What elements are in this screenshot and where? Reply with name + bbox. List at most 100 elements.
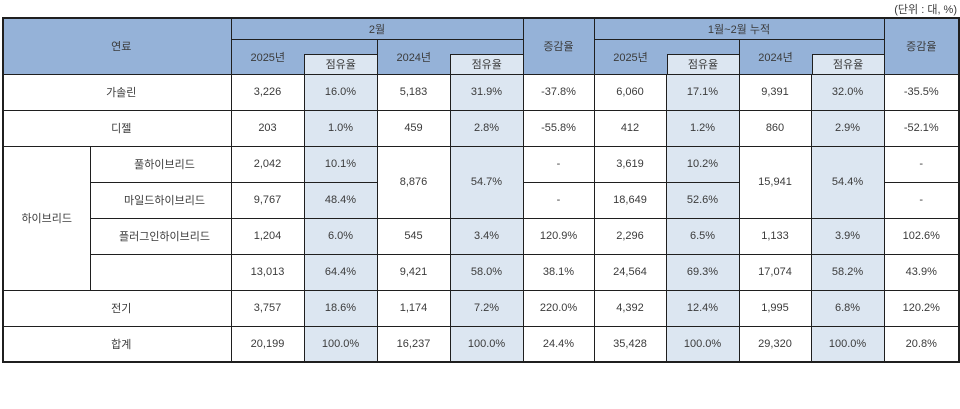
header-feb-2024: 2024년 점유율 <box>376 38 524 75</box>
cell-cum-2024-value: 1,995 <box>738 289 812 327</box>
header-group-cumulative: 1월~2월 누적 <box>593 17 885 40</box>
cell-cum-2024-share: 3.9% <box>810 217 885 255</box>
header-change-feb: 증감율 <box>522 17 595 75</box>
cell-cum-2025-share: 100.0% <box>665 325 740 363</box>
cell-cum-change: 102.6% <box>883 217 960 255</box>
cell-cum-2024-value: 1,133 <box>738 217 812 255</box>
year-2025-label: 2025년 <box>250 51 286 64</box>
cell-feb-2025-share: 64.4% <box>303 253 378 291</box>
year-2025-label: 2025년 <box>613 51 648 64</box>
cell-cum-2025-value: 18,649 <box>593 181 667 219</box>
share-header: 점유율 <box>450 53 522 73</box>
row-sublabel: 풀하이브리드 <box>89 145 232 183</box>
cell-feb-2024-share: 7.2% <box>449 289 524 327</box>
table-row-electric: 전기 3,757 18.6% 1,174 7.2% 220.0% 4,392 1… <box>2 289 960 327</box>
cell-feb-2024-share: 2.8% <box>449 109 524 147</box>
cell-cum-change: -52.1% <box>883 109 960 147</box>
cell-cum-2024-value-merged: 15,941 <box>738 145 812 219</box>
cell-feb-2024-value: 16,237 <box>376 325 451 363</box>
cell-feb-2025-share: 18.6% <box>303 289 378 327</box>
header-row-groups: 연료 2월 증감율 1월~2월 누적 증감율 <box>2 17 960 75</box>
cell-feb-2025-share: 16.0% <box>303 73 378 111</box>
cell-feb-2025-share: 48.4% <box>303 181 378 219</box>
cell-feb-2024-value: 1,174 <box>376 289 451 327</box>
fuel-sales-table: 연료 2월 증감율 1월~2월 누적 증감율 2025년 점유율 2024년 점… <box>2 17 960 363</box>
cell-cum-2024-share: 100.0% <box>810 325 885 363</box>
row-label: 합계 <box>2 325 232 363</box>
cell-feb-2024-value: 9,421 <box>376 253 451 291</box>
cell-cum-change: 43.9% <box>883 253 960 291</box>
cell-cum-2025-value: 35,428 <box>593 325 667 363</box>
cell-feb-2025-share: 100.0% <box>303 325 378 363</box>
cell-feb-2024-share: 58.0% <box>449 253 524 291</box>
cell-cum-2025-share: 10.2% <box>665 145 740 183</box>
cell-feb-2025-share: 10.1% <box>303 145 378 183</box>
cell-cum-2025-value: 3,619 <box>593 145 667 183</box>
header-group-february: 2월 <box>230 17 524 40</box>
year-2024-label: 2024년 <box>396 51 432 64</box>
cell-feb-2024-share: 31.9% <box>449 73 524 111</box>
cell-cum-2024-value: 9,391 <box>738 73 812 111</box>
cell-cum-change: -35.5% <box>883 73 960 111</box>
cell-feb-2025-value: 3,226 <box>230 73 305 111</box>
cell-cum-change: 20.8% <box>883 325 960 363</box>
cell-cum-2025-value: 24,564 <box>593 253 667 291</box>
row-label: 가솔린 <box>2 73 232 111</box>
cell-feb-change: 120.9% <box>522 217 595 255</box>
cell-feb-2025-value: 9,767 <box>230 181 305 219</box>
row-sublabel: 플러그인하이브리드 <box>89 217 232 255</box>
cell-cum-2024-share: 6.8% <box>810 289 885 327</box>
cell-feb-change: -55.8% <box>522 109 595 147</box>
cell-cum-change: - <box>883 145 960 183</box>
cell-cum-change: 120.2% <box>883 289 960 327</box>
header-row-years: 2025년 점유율 2024년 점유율 2025년 점유율 2024년 점유율 <box>3 38 959 75</box>
cell-feb-2025-value: 1,204 <box>230 217 305 255</box>
cell-feb-2024-value: 545 <box>376 217 451 255</box>
cell-feb-2024-value-merged: 8,876 <box>376 145 451 219</box>
cell-cum-2024-share-merged: 54.4% <box>810 145 885 219</box>
table-row-diesel: 디젤 203 1.0% 459 2.8% -55.8% 412 1.2% 860… <box>2 109 960 147</box>
cell-cum-2024-share: 58.2% <box>810 253 885 291</box>
table-row-gasoline: 가솔린 3,226 16.0% 5,183 31.9% -37.8% 6,060… <box>2 73 960 111</box>
cell-feb-2024-value: 459 <box>376 109 451 147</box>
cell-feb-change: 24.4% <box>522 325 595 363</box>
cell-cum-2024-value: 860 <box>738 109 812 147</box>
header-cum-2024: 2024년 점유율 <box>738 38 885 75</box>
unit-note: (단위 : 대, %) <box>894 4 957 16</box>
header-cum-2025: 2025년 점유율 <box>593 38 740 75</box>
cell-feb-2024-value: 5,183 <box>376 73 451 111</box>
row-label: 디젤 <box>2 109 232 147</box>
table-row-full-hybrid: 하이브리드 풀하이브리드 2,042 10.1% 8,876 54.7% - 3… <box>2 145 960 291</box>
cell-feb-2025-value: 20,199 <box>230 325 305 363</box>
cell-cum-2025-share: 1.2% <box>665 109 740 147</box>
cell-feb-change: 220.0% <box>522 289 595 327</box>
header-fuel: 연료 <box>2 17 232 75</box>
cell-feb-2024-share: 3.4% <box>449 217 524 255</box>
row-label: 전기 <box>2 289 232 327</box>
table-row-mild-hybrid: 마일드하이브리드 9,767 48.4% - 18,649 52.6% - <box>3 181 960 219</box>
cell-cum-2025-share: 17.1% <box>665 73 740 111</box>
header-change-cum: 증감율 <box>883 17 960 75</box>
cell-cum-2025-value: 6,060 <box>593 73 667 111</box>
cell-feb-change: - <box>522 181 595 219</box>
cell-cum-2024-value: 17,074 <box>738 253 812 291</box>
cell-cum-2025-share: 12.4% <box>665 289 740 327</box>
share-header: 점유율 <box>666 53 738 73</box>
row-sublabel: 마일드하이브리드 <box>89 181 232 219</box>
cell-feb-change: - <box>522 145 595 183</box>
cell-feb-change: -37.8% <box>522 73 595 111</box>
hybrid-group-label: 하이브리드 <box>2 145 91 291</box>
cell-feb-2024-share: 100.0% <box>449 325 524 363</box>
share-header: 점유율 <box>811 53 884 73</box>
cell-feb-2025-value: 3,757 <box>230 289 305 327</box>
cell-cum-2025-value: 412 <box>593 109 667 147</box>
cell-feb-2025-value: 13,013 <box>230 253 305 291</box>
cell-feb-2025-value: 203 <box>230 109 305 147</box>
cell-cum-2024-share: 32.0% <box>810 73 885 111</box>
cell-feb-2024-share-merged: 54.7% <box>449 145 524 219</box>
cell-feb-2025-share: 1.0% <box>303 109 378 147</box>
cell-cum-2025-share: 69.3% <box>665 253 740 291</box>
cell-cum-2024-value: 29,320 <box>738 325 812 363</box>
cell-feb-2025-share: 6.0% <box>303 217 378 255</box>
cell-cum-2025-value: 2,296 <box>593 217 667 255</box>
